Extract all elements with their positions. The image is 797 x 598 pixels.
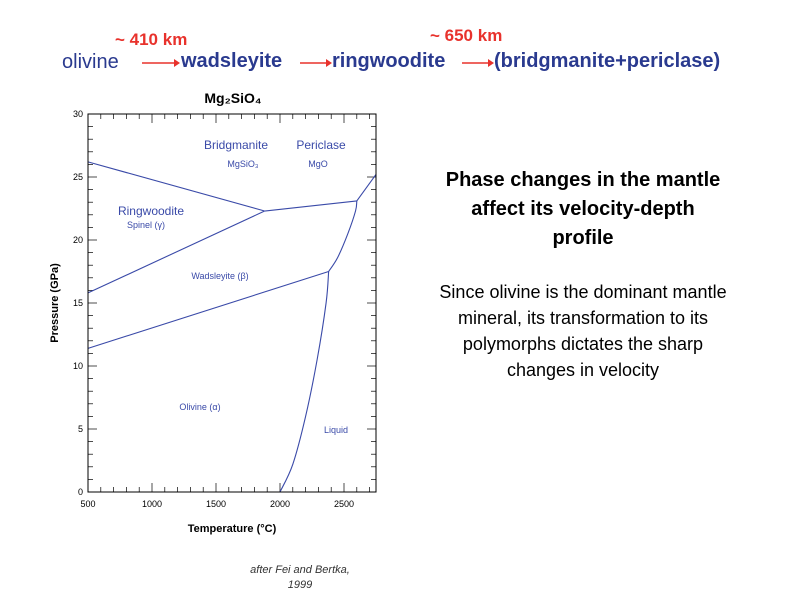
y-tick-label: 0	[78, 487, 83, 497]
y-tick-label: 10	[73, 361, 83, 371]
y-tick-label: 30	[73, 109, 83, 119]
boundary-wadsleyite-ringwoodite	[87, 210, 265, 294]
y-tick-label: 15	[73, 298, 83, 308]
y-axis-label: Pressure (GPa)	[49, 263, 61, 343]
field-ringwoodite: Ringwoodite	[118, 204, 184, 218]
tick-labels: 500 1000 1500 2000 2500 0 5 10 15 20 25 30	[73, 109, 354, 509]
x-tick-label: 1500	[206, 499, 226, 509]
diagram-formula: Mg₂SiO₄	[204, 90, 261, 106]
x-tick-label: 2500	[334, 499, 354, 509]
mineral-bridgmanite-periclase: (bridgmanite+periclase)	[494, 50, 721, 72]
boundary-ringwoodite-bridgmanite	[87, 161, 265, 212]
x-axis-label: Temperature (°C)	[188, 523, 277, 535]
side-paragraph-line: Since olivine is the dominant mantle	[439, 282, 727, 302]
side-paragraph-line: changes in velocity	[506, 360, 660, 380]
field-bridgmanite: Bridgmanite	[204, 138, 268, 152]
side-heading-line: profile	[552, 227, 614, 249]
mineral-wadsleyite: wadsleyite	[181, 50, 283, 72]
boundary-olivine-wadsleyite	[87, 270, 329, 349]
field-ringwoodite-sub: Spinel (γ)	[127, 220, 165, 230]
field-olivine: Olivine (α)	[179, 402, 220, 412]
depth-650-label: ~ 650 km	[430, 26, 503, 45]
credit-line: after Fei and Bertka,	[250, 564, 350, 576]
y-tick-label: 25	[73, 172, 83, 182]
tick-marks	[87, 113, 376, 493]
side-heading-line: Phase changes in the mantle	[445, 169, 721, 191]
phase-boundaries	[87, 161, 377, 493]
mineral-olivine: olivine	[62, 51, 119, 73]
boundary-upper-solidus	[356, 174, 377, 202]
arrow-icon	[142, 59, 180, 67]
side-paragraph-line: mineral, its transformation to its	[457, 308, 709, 328]
field-wadsleyite: Wadsleyite (β)	[191, 271, 248, 281]
phase-diagram: Mg₂SiO₄ 500 1000 1500 2000 2500051015202530 …	[49, 90, 377, 535]
x-tick-label: 2000	[270, 499, 290, 509]
source-credit: after Fei and Bertka, 1999	[220, 563, 380, 593]
side-paragraph-line: polymorphs dictates the sharp	[462, 334, 704, 354]
mineral-ringwoodite: ringwoodite	[332, 50, 446, 72]
side-paragraph: Since olivine is the dominant mantle min…	[390, 279, 776, 383]
plot-frame	[87, 113, 377, 493]
field-bridgmanite-formula: MgSiO₃	[227, 159, 259, 169]
x-tick-label: 500	[80, 499, 95, 509]
field-periclase: Periclase	[296, 138, 346, 152]
side-heading-line: affect its velocity-depth	[471, 198, 695, 220]
y-tick-label: 5	[78, 424, 83, 434]
arrow-icon	[462, 59, 494, 67]
credit-line: 1999	[287, 579, 313, 591]
arrow-icon	[300, 59, 332, 67]
boundary-wadsleyite-liquidus	[328, 200, 358, 272]
field-liquid: Liquid	[324, 425, 348, 435]
depth-410-label: ~ 410 km	[115, 30, 188, 49]
boundary-olivine-liquidus	[279, 271, 330, 493]
y-tick-label: 20	[73, 235, 83, 245]
field-periclase-formula: MgO	[308, 159, 328, 169]
boundary-bridgmanite-solidus	[264, 200, 357, 212]
x-tick-label: 1000	[142, 499, 162, 509]
side-heading: Phase changes in the mantle affect its v…	[390, 166, 776, 253]
